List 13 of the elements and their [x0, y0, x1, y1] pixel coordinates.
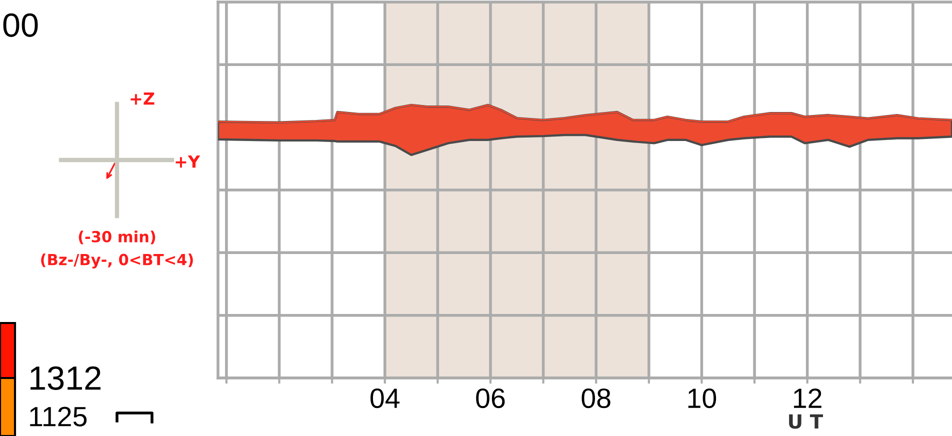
x-tick-label: 08: [582, 388, 610, 408]
text: 00: [3, 13, 38, 37]
text: (-30 min): [78, 230, 156, 244]
x-tick-label: 10: [688, 388, 716, 408]
text: +Y: [176, 155, 200, 168]
x-axis-title: U T: [789, 414, 824, 429]
x-tick-label: 04: [370, 388, 400, 408]
x-tick-label: 06: [476, 388, 505, 408]
x-tick-label: 12: [794, 388, 822, 408]
text: +Z: [130, 92, 154, 105]
text: 1125: [30, 406, 87, 426]
text: (Bz-/By-, 0<BT<4): [41, 254, 193, 268]
text: 1312: [30, 366, 100, 390]
